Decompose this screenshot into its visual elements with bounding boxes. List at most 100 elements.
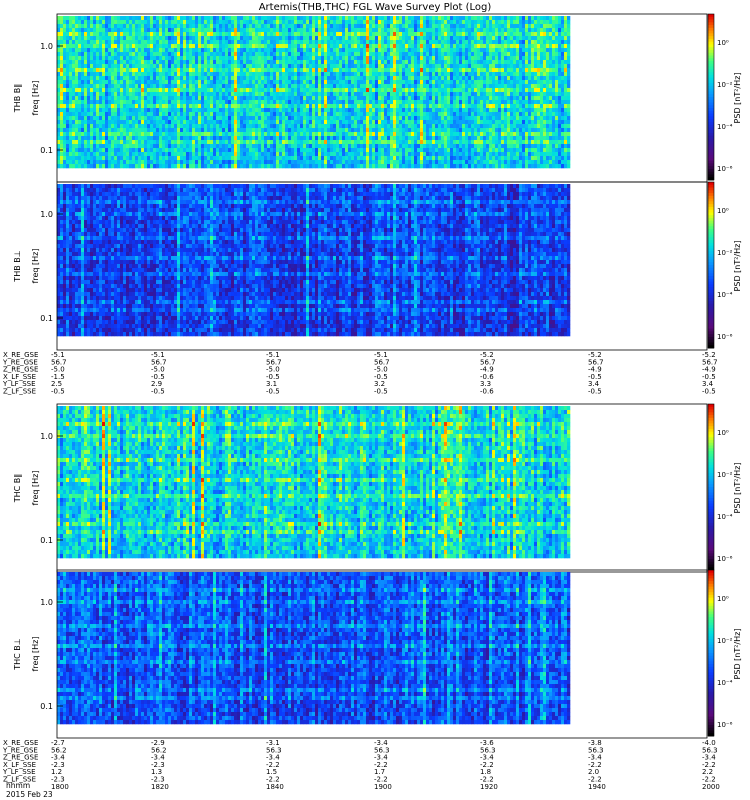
- spectrogram-cell: [396, 36, 399, 40]
- spectrogram-cell: [519, 36, 522, 40]
- spectrogram-cell: [441, 20, 444, 24]
- spectrogram-cell: [513, 128, 516, 132]
- spectrogram-cell: [228, 92, 231, 96]
- spectrogram-cell: [558, 108, 561, 112]
- spectrogram-cell: [495, 64, 498, 68]
- spectrogram-cell: [165, 132, 168, 136]
- spectrogram-cell: [411, 108, 414, 112]
- spectrogram-cell: [453, 124, 456, 128]
- spectrogram-cell: [228, 36, 231, 40]
- spectrogram-cell: [348, 32, 351, 36]
- spectrogram-cell: [351, 116, 354, 120]
- spectrogram-cell: [240, 76, 243, 80]
- spectrogram-cell: [315, 32, 318, 36]
- spectrogram-cell: [567, 36, 570, 40]
- spectrogram-cell: [63, 40, 66, 44]
- spectrogram-cell: [489, 84, 492, 88]
- spectrogram-cell: [240, 44, 243, 48]
- spectrogram-cell: [540, 32, 543, 36]
- spectrogram-cell: [369, 112, 372, 116]
- spectrogram-cell: [324, 28, 327, 32]
- spectrogram-cell: [465, 120, 468, 124]
- spectrogram-cell: [324, 60, 327, 64]
- spectrogram-cell: [69, 92, 72, 96]
- spectrogram-cell: [132, 36, 135, 40]
- spectrogram-cell: [195, 72, 198, 76]
- spectrogram-cell: [405, 92, 408, 96]
- spectrogram-cell: [72, 16, 75, 20]
- spectrogram-cell: [411, 60, 414, 64]
- spectrogram-cell: [516, 84, 519, 88]
- spectrogram-cell: [129, 20, 132, 24]
- spectrogram-cell: [240, 104, 243, 108]
- spectrogram-cell: [165, 112, 168, 116]
- spectrogram-cell: [378, 24, 381, 28]
- spectrogram-cell: [192, 120, 195, 124]
- spectrogram-cell: [246, 32, 249, 36]
- spectrogram-cell: [231, 100, 234, 104]
- spectrogram-cell: [351, 44, 354, 48]
- spectrogram-cell: [333, 92, 336, 96]
- spectrogram-cell: [537, 16, 540, 20]
- spectrogram-cell: [435, 40, 438, 44]
- spectrogram-cell: [237, 96, 240, 100]
- spectrogram-cell: [465, 72, 468, 76]
- spectrogram-cell: [297, 16, 300, 20]
- spectrogram-cell: [480, 72, 483, 76]
- spectrogram-cell: [219, 28, 222, 32]
- spectrogram-cell: [567, 72, 570, 76]
- spectrogram-cell: [525, 84, 528, 88]
- spectrogram-cell: [153, 24, 156, 28]
- spectrogram-cell: [75, 60, 78, 64]
- spectrogram-cell: [561, 120, 564, 124]
- spectrogram-cell: [558, 84, 561, 88]
- spectrogram-cell: [477, 128, 480, 132]
- spectrogram-cell: [93, 44, 96, 48]
- spectrogram-cell: [375, 56, 378, 60]
- spectrogram-cell: [498, 32, 501, 36]
- spectrogram-cell: [174, 52, 177, 56]
- spectrogram-cell: [483, 116, 486, 120]
- spectrogram-cell: [138, 60, 141, 64]
- spectrogram-cell: [93, 28, 96, 32]
- spectrogram-cell: [159, 132, 162, 136]
- spectrogram-cell: [123, 52, 126, 56]
- spectrogram-cell: [489, 56, 492, 60]
- spectrogram-cell: [402, 96, 405, 100]
- spectrogram-cell: [111, 104, 114, 108]
- spectrogram-cell: [63, 64, 66, 68]
- spectrogram-cell: [189, 40, 192, 44]
- spectrogram-cell: [405, 100, 408, 104]
- spectrogram-cell: [477, 96, 480, 100]
- spectrogram-cell: [528, 48, 531, 52]
- spectrogram-cell: [141, 72, 144, 76]
- spectrogram-cell: [114, 112, 117, 116]
- spectrogram-cell: [258, 28, 261, 32]
- spectrogram-cell: [426, 84, 429, 88]
- spectrogram-cell: [273, 128, 276, 132]
- spectrogram-cell: [294, 76, 297, 80]
- spectrogram-cell: [171, 96, 174, 100]
- spectrogram-cell: [285, 28, 288, 32]
- spectrogram-cell: [111, 72, 114, 76]
- spectrogram-cell: [90, 52, 93, 56]
- spectrogram-cell: [150, 20, 153, 24]
- spectrogram-cell: [201, 60, 204, 64]
- spectrogram-cell: [267, 88, 270, 92]
- spectrogram-cell: [159, 104, 162, 108]
- spectrogram-cell: [540, 76, 543, 80]
- spectrogram-cell: [315, 100, 318, 104]
- spectrogram-cell: [165, 60, 168, 64]
- spectrogram-cell: [249, 84, 252, 88]
- spectrogram-cell: [138, 108, 141, 112]
- spectrogram-cell: [129, 80, 132, 84]
- spectrogram-cell: [207, 124, 210, 128]
- spectrogram-cell: [276, 112, 279, 116]
- spectrogram-cell: [363, 40, 366, 44]
- spectrogram-cell: [336, 120, 339, 124]
- spectrogram-cell: [135, 132, 138, 136]
- spectrogram-cell: [360, 76, 363, 80]
- spectrogram-cell: [387, 40, 390, 44]
- spectrogram-cell: [66, 68, 69, 72]
- spectrogram-cell: [162, 108, 165, 112]
